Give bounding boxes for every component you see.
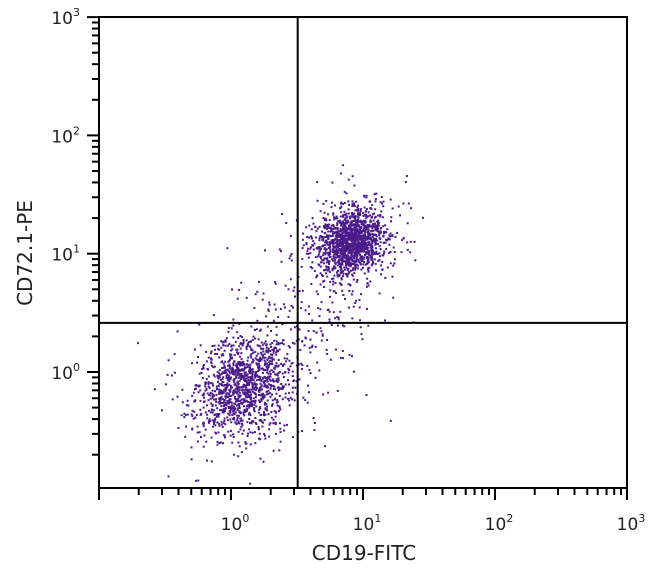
- x-axis-tick-labels: 100 101 102 103: [221, 512, 646, 535]
- y-axis-ticks: [87, 16, 99, 456]
- tick-label: 100: [221, 512, 250, 535]
- x-axis-ticks: [98, 488, 628, 500]
- tick-label: 102: [485, 512, 514, 535]
- data-points: [137, 164, 424, 485]
- x-axis-title: CD19-FITC: [312, 541, 416, 565]
- tick-label: 100: [51, 361, 80, 384]
- y-axis-tick-labels: 100 101 102 103: [51, 6, 80, 384]
- tick-label: 103: [51, 6, 80, 29]
- tick-label: 101: [51, 243, 80, 266]
- tick-label: 103: [617, 512, 646, 535]
- tick-label: 102: [51, 124, 80, 147]
- tick-label: 101: [353, 512, 382, 535]
- y-axis-title: CD72.1-PE: [13, 200, 37, 306]
